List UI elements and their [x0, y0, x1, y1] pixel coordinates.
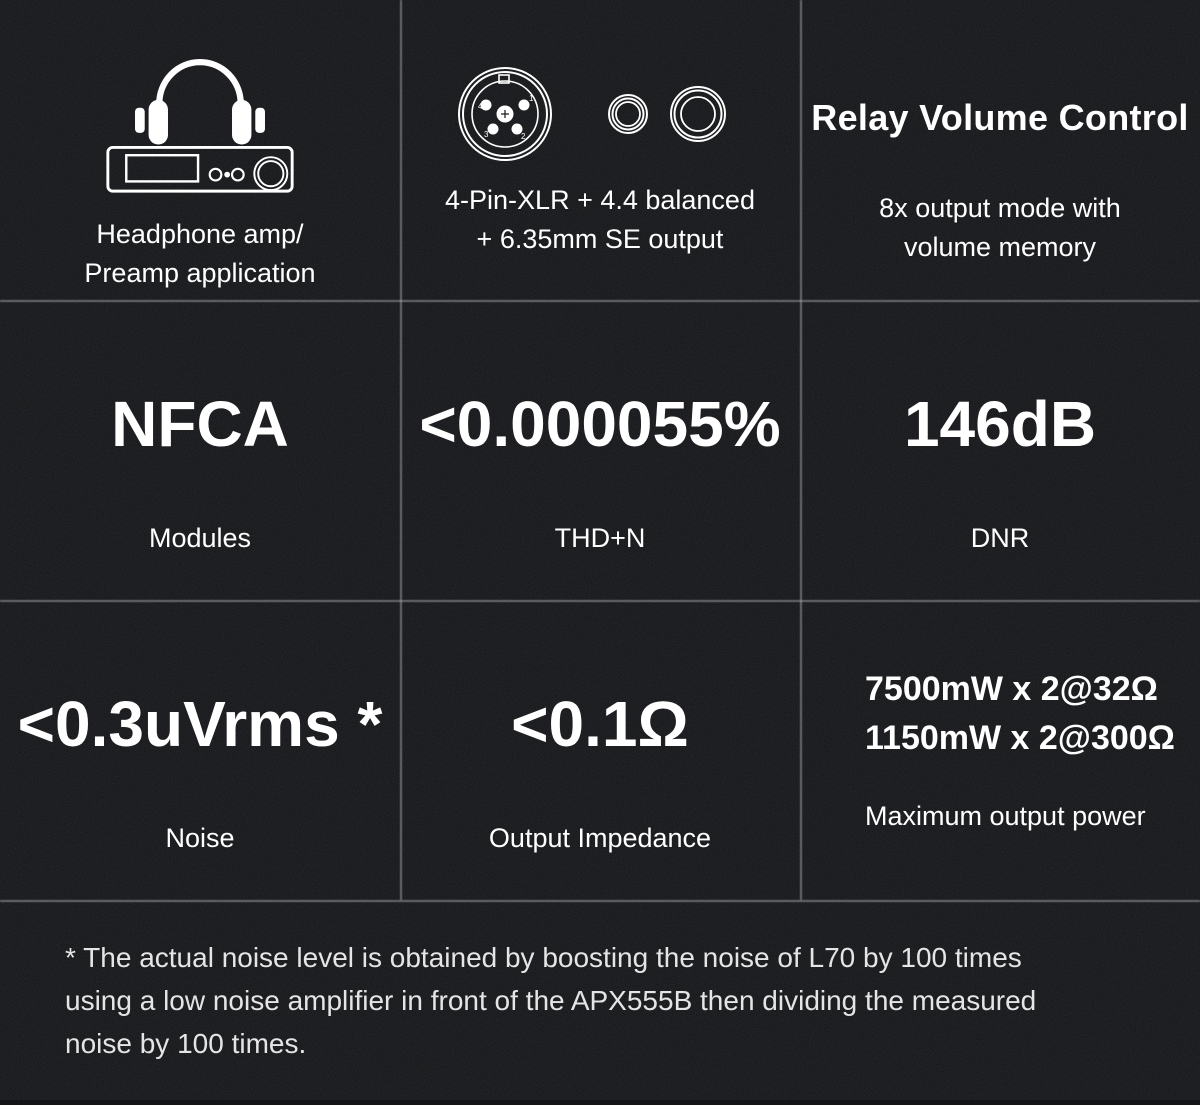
svg-text:4: 4: [478, 102, 483, 111]
svg-text:3: 3: [484, 130, 489, 139]
svg-text:1: 1: [529, 94, 534, 103]
svg-text:2: 2: [521, 132, 526, 141]
